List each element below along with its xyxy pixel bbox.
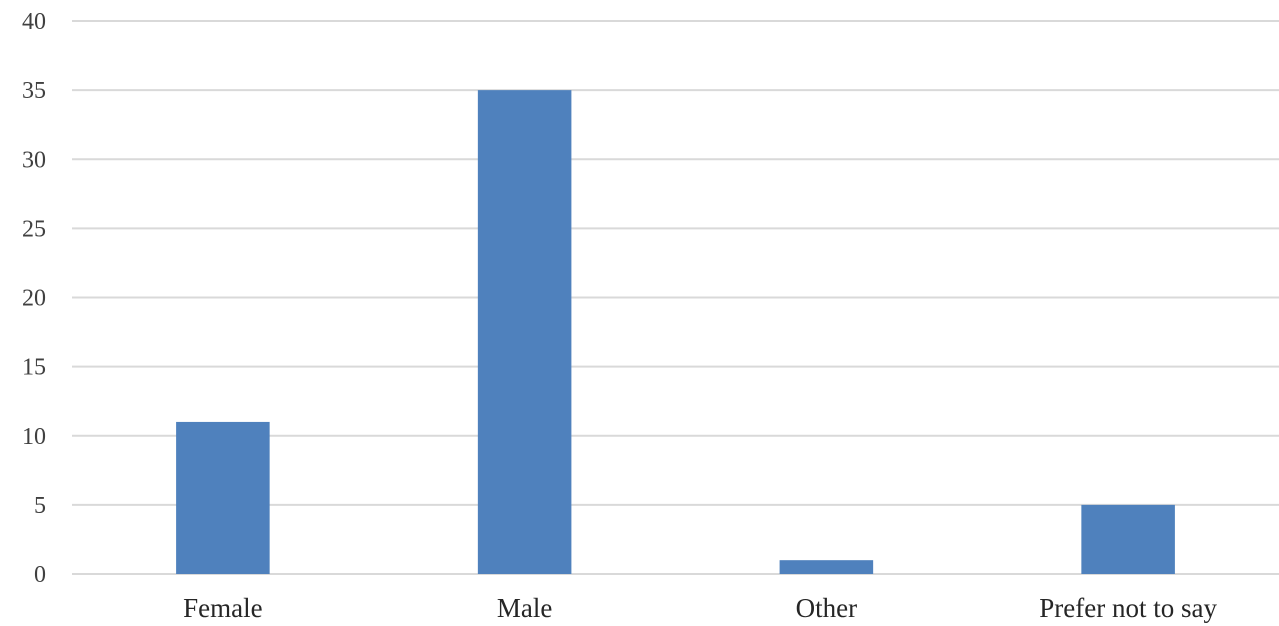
- y-tick-label: 40: [22, 9, 46, 35]
- y-tick-label: 0: [34, 562, 46, 588]
- bar-male: [477, 90, 572, 574]
- y-tick-label: 5: [34, 493, 46, 519]
- x-category-label: Other: [796, 593, 857, 623]
- y-tick-label: 10: [22, 424, 46, 450]
- x-axis-category-labels: Female Male Other Prefer not to say: [183, 593, 1217, 623]
- y-tick-label: 30: [22, 147, 46, 173]
- x-category-label: Female: [183, 593, 262, 623]
- bar-other: [779, 560, 874, 574]
- y-tick-label: 35: [22, 78, 46, 104]
- bar-female: [176, 421, 270, 574]
- y-tick-label: 25: [22, 216, 46, 242]
- bar-prefer-not-to-say: [1081, 504, 1175, 574]
- y-tick-label: 20: [22, 286, 46, 312]
- x-category-label: Prefer not to say: [1039, 593, 1217, 623]
- gridlines: [72, 20, 1279, 575]
- y-axis-tick-labels: 0 5 10 15 20 25 30 35 40: [22, 9, 46, 588]
- x-category-label: Male: [497, 593, 552, 623]
- bars: [176, 90, 1175, 574]
- y-tick-label: 15: [22, 355, 46, 381]
